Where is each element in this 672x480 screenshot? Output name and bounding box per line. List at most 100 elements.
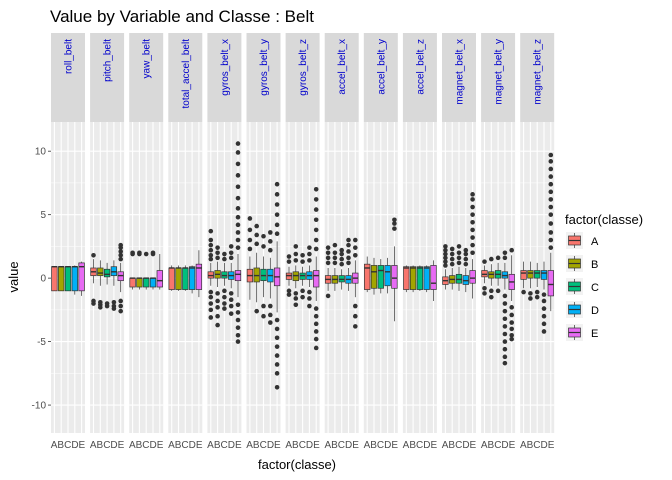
outlier-point (208, 237, 214, 243)
outlier-point (541, 329, 547, 334)
box-roll_belt-B (58, 266, 65, 292)
outlier-point (470, 192, 475, 197)
strip-label: magnet_belt_z (533, 39, 544, 105)
outlier-point (449, 256, 455, 262)
outlier-point (286, 259, 292, 264)
strip-background (481, 33, 516, 122)
outlier-point (313, 336, 319, 342)
box-gyros_belt_z-A (285, 254, 293, 297)
outlier-point (346, 255, 351, 261)
outlier-point (235, 230, 241, 235)
box-accel_belt_x-E (352, 237, 359, 329)
box-body (64, 266, 72, 292)
outlier-point (261, 233, 266, 239)
box-roll_belt-C (64, 266, 72, 292)
outlier-point (502, 360, 508, 366)
legend-label: E (591, 328, 598, 340)
outlier-point (528, 291, 533, 296)
outlier-point (222, 301, 227, 306)
outlier-point (118, 249, 123, 254)
outlier-point (215, 255, 220, 261)
outlier-point (235, 245, 241, 250)
box-body (391, 265, 398, 289)
strip-background (168, 33, 203, 122)
strip-background (207, 33, 242, 122)
box-magnet_belt_y-A (481, 259, 488, 296)
strip-background (246, 33, 281, 122)
strip-label: accel_belt_z (415, 39, 426, 95)
outlier-point (353, 245, 358, 250)
x-tick-label: ABCDE (168, 440, 203, 451)
outlier-point (91, 301, 96, 306)
box-yaw_belt-D (149, 250, 157, 290)
box-body (175, 267, 182, 290)
outlier-point (548, 212, 554, 217)
box-body (103, 268, 111, 278)
box-gyros_belt_x-A (207, 228, 214, 320)
outlier-point (489, 256, 494, 262)
box-body (234, 270, 242, 282)
outlier-point (449, 246, 455, 252)
outlier-point (346, 237, 351, 243)
outlier-point (443, 259, 448, 264)
outlier-point (91, 252, 96, 258)
box-accel_belt_y-B (370, 257, 378, 295)
outlier-point (235, 222, 241, 228)
box-pitch_belt-D (110, 260, 118, 311)
y-axis-title: value (6, 261, 21, 292)
outlier-point (456, 244, 462, 249)
outlier-point (208, 228, 214, 234)
legend-title: factor(classe) (565, 212, 643, 227)
box-body (403, 266, 410, 290)
outlier-point (150, 250, 156, 256)
box-body (313, 270, 320, 288)
outlier-point (548, 221, 554, 226)
outlier-point (274, 317, 280, 323)
outlier-point (339, 251, 345, 257)
outlier-point (353, 303, 358, 309)
outlier-point (548, 197, 554, 202)
box-magnet_belt_z-A (520, 261, 527, 295)
strip-label: pitch_belt (103, 39, 114, 82)
box-accel_belt_z-D (423, 265, 430, 293)
box-gyros_belt_x-D (228, 244, 235, 316)
outlier-point (541, 292, 547, 297)
outlier-point (268, 247, 273, 253)
box-gyros_belt_y-E (273, 181, 281, 390)
box-total_accel_belt-B (175, 265, 182, 291)
legend-label: D (591, 305, 599, 317)
outlier-point (443, 255, 448, 261)
x-tick-label: ABCDE (324, 440, 359, 451)
box-body (58, 266, 65, 292)
x-tick-label: ABCDE (51, 440, 86, 451)
outlier-point (502, 324, 508, 329)
outlier-point (456, 260, 462, 266)
outlier-point (509, 332, 514, 338)
box-accel_belt_x-C (338, 247, 345, 290)
box-magnet_belt_z-C (534, 262, 541, 300)
facet-panel-roll_belt: roll_belt ABCDE (51, 33, 86, 451)
outlier-point (268, 320, 273, 325)
outlier-point (274, 181, 280, 187)
outlier-point (228, 250, 234, 256)
outlier-point (541, 321, 547, 327)
outlier-point (548, 152, 554, 158)
outlier-point (222, 251, 227, 257)
box-accel_belt_x-B (331, 242, 339, 291)
box-body (182, 267, 189, 290)
outlier-point (143, 251, 149, 257)
box-gyros_belt_y-B (253, 223, 260, 314)
outlier-point (274, 212, 280, 217)
box-roll_belt-A (51, 266, 58, 292)
box-pitch_belt-A (90, 252, 97, 306)
outlier-point (268, 239, 273, 244)
outlier-point (470, 212, 475, 217)
box-total_accel_belt-D (188, 265, 196, 294)
outlier-point (325, 255, 331, 261)
box-body (188, 266, 196, 290)
outlier-point (548, 166, 554, 172)
outlier-point (247, 246, 253, 252)
outlier-point (208, 307, 214, 313)
outlier-point (235, 302, 241, 308)
legend-item-B: B (566, 255, 598, 272)
